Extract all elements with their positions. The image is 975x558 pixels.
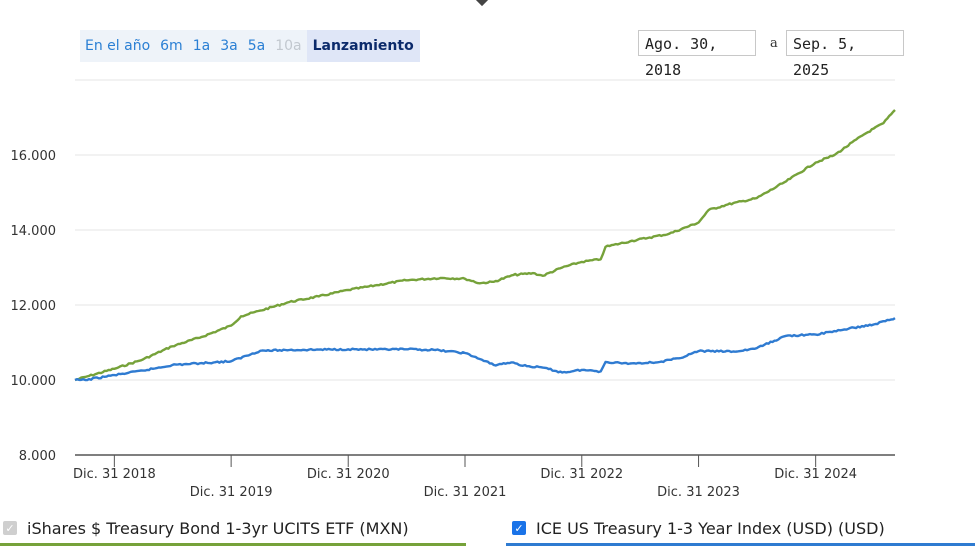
legend-underline-index <box>506 543 975 546</box>
series-line-index <box>74 317 896 382</box>
x-tick-label: Dic. 31 2018 <box>73 467 156 482</box>
y-tick-label: 14.000 <box>11 224 57 239</box>
range-selector: En el año 6m 1a 3a 5a 10a Lanzamiento <box>80 30 420 62</box>
start-date-input[interactable]: Ago. 30, 2018 <box>638 30 756 79</box>
x-tick-label: Dic. 31 2023 <box>657 485 740 500</box>
series-line-etf <box>74 109 896 382</box>
checkbox-checked-icon[interactable]: ✓ <box>512 521 526 535</box>
range-button-6m[interactable]: 6m <box>160 38 183 54</box>
range-button-10y: 10a <box>275 38 302 54</box>
range-button-5y[interactable]: 5a <box>247 38 266 54</box>
legend-label-etf: iShares $ Treasury Bond 1-3yr UCITS ETF … <box>27 518 409 538</box>
range-button-1y[interactable]: 1a <box>192 38 211 54</box>
checkbox-checked-disabled-icon[interactable]: ✓ <box>3 521 17 535</box>
range-button-ytd[interactable]: En el año <box>85 38 151 54</box>
legend-item-index[interactable]: ✓ ICE US Treasury 1-3 Year Index (USD) (… <box>512 513 885 543</box>
range-button-3y[interactable]: 3a <box>220 38 238 54</box>
range-button-inception[interactable]: Lanzamiento <box>306 30 420 62</box>
x-tick-label: Dic. 31 2024 <box>774 467 857 482</box>
x-tick-label: Dic. 31 2019 <box>190 485 273 500</box>
legend-label-index: ICE US Treasury 1-3 Year Index (USD) (US… <box>536 518 885 538</box>
x-tick-label: Dic. 31 2022 <box>540 467 623 482</box>
y-tick-label: 10.000 <box>11 374 57 389</box>
y-tick-label: 8.000 <box>19 449 56 464</box>
legend-underline-etf <box>0 543 466 546</box>
legend-item-etf[interactable]: ✓ iShares $ Treasury Bond 1-3yr UCITS ET… <box>3 513 409 543</box>
end-date-input[interactable]: Sep. 5, 2025 <box>786 30 904 79</box>
y-tick-label: 12.000 <box>11 299 57 314</box>
x-tick-label: Dic. 31 2021 <box>424 485 507 500</box>
y-tick-label: 16.000 <box>11 149 57 164</box>
x-tick-label: Dic. 31 2020 <box>307 467 390 482</box>
date-range-separator: a <box>770 36 778 51</box>
